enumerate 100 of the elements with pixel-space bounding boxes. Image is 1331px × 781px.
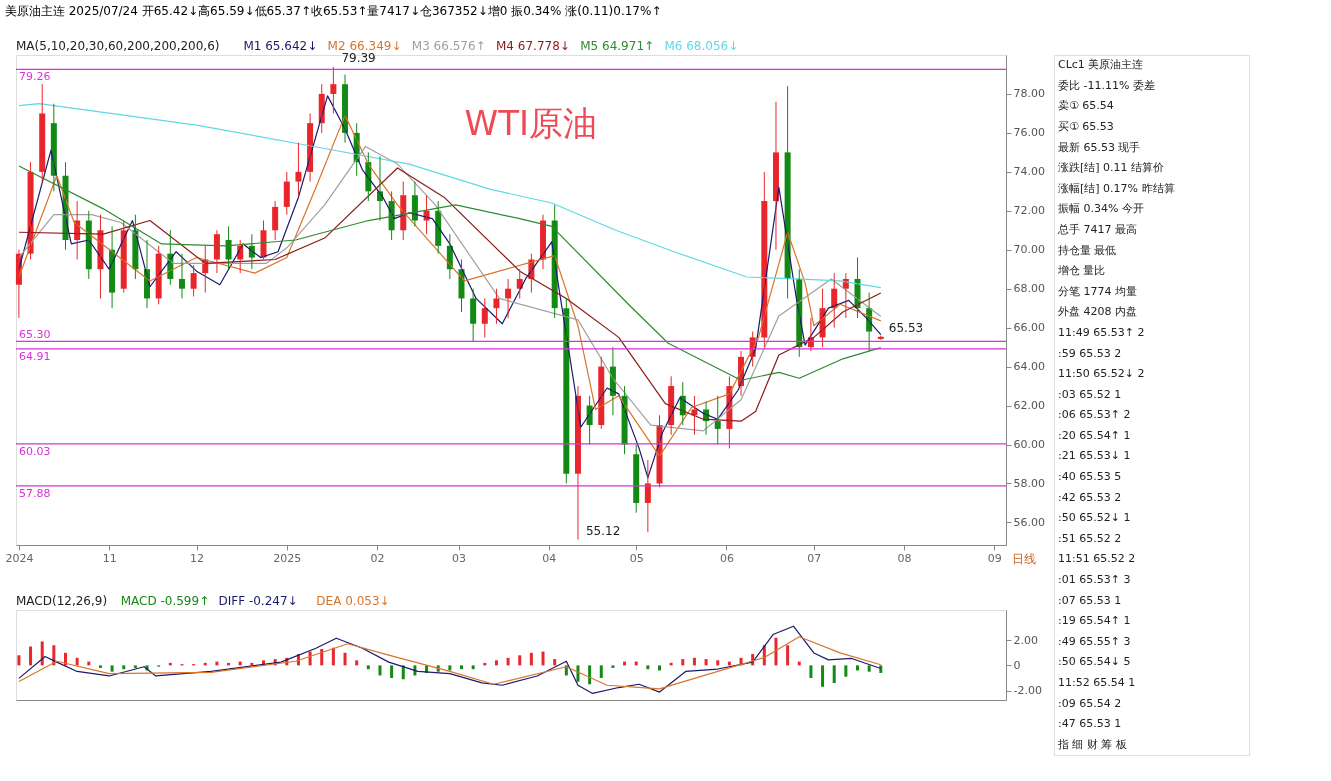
- bar: [366, 665, 370, 670]
- text: M2 66.349↓: [327, 39, 402, 53]
- ref-line-label: 79.26: [19, 70, 51, 84]
- bar: [844, 665, 848, 677]
- text: :20 65.54↑ 1: [1058, 428, 1131, 442]
- text: 持仓量 最低: [1058, 243, 1117, 257]
- bar: [704, 659, 708, 666]
- bar: [355, 660, 359, 666]
- bar: [460, 665, 463, 670]
- x-tick-label: 03: [452, 551, 467, 565]
- x-tick-label: 2025: [273, 551, 302, 565]
- bar: [378, 665, 382, 676]
- text: :51 65.52 2: [1058, 531, 1122, 545]
- text: M6 68.056↓: [664, 39, 739, 53]
- text: 11:49 65.53↑ 2: [1058, 325, 1145, 339]
- bar: [390, 665, 394, 678]
- ref-line-label: 65.30: [19, 328, 51, 342]
- x-tick-label: 2024: [5, 551, 34, 565]
- text: :49 65.55↑ 3: [1058, 634, 1131, 648]
- bar: [133, 665, 137, 668]
- text: :19 65.54↑ 1: [1058, 614, 1131, 628]
- text: :47 65.53 1: [1058, 717, 1122, 731]
- y-tick-label: 2.00: [1013, 633, 1038, 647]
- bar: [856, 665, 859, 671]
- x-tick-label: 02: [370, 551, 385, 565]
- bar: [518, 655, 522, 666]
- text: :59 65.53 2: [1058, 346, 1122, 360]
- bar: [821, 665, 825, 687]
- ref-line-label: 57.88: [19, 486, 51, 500]
- bar: [448, 665, 452, 671]
- y-tick-label: 60.00: [1013, 438, 1045, 452]
- line-series: [18, 625, 882, 695]
- bar: [809, 665, 813, 678]
- text: :50 65.54↓ 5: [1058, 655, 1131, 669]
- text: 买① 65.53: [1058, 120, 1114, 134]
- bar: [506, 657, 510, 666]
- text: M5 64.971↑: [580, 39, 655, 53]
- text: 最新 65.53 现手: [1058, 140, 1141, 154]
- x-tick-label: 11: [102, 551, 117, 565]
- annotation: 79.39: [341, 50, 376, 65]
- bar: [29, 646, 33, 666]
- legend-title: MACD(12,26,9): [16, 594, 108, 608]
- bar: [98, 665, 102, 668]
- text: :03 65.52 1: [1058, 387, 1122, 401]
- y-tick-label: 76.00: [1013, 126, 1045, 140]
- text: M3 66.576↑: [411, 39, 486, 53]
- text: 振幅 0.34% 今开: [1058, 202, 1144, 216]
- y-tick-label: 56.00: [1013, 515, 1045, 529]
- annotation: WTI原油: [464, 103, 598, 143]
- line-series: [18, 636, 882, 690]
- text: :06 65.53↑ 2: [1058, 408, 1131, 422]
- text: 增仓 量比: [1057, 264, 1106, 278]
- bar: [471, 665, 475, 670]
- y-tick-label: 66.00: [1013, 321, 1045, 335]
- text: 外盘 4208 内盘: [1058, 305, 1137, 319]
- bar: [553, 659, 557, 666]
- text: :07 65.53 1: [1058, 593, 1122, 607]
- y-tick-label: 0: [1013, 658, 1021, 672]
- bar: [681, 659, 685, 666]
- ref-line-label: 60.03: [19, 444, 51, 458]
- bar: [774, 637, 778, 666]
- text: 涨跌[结] 0.11 结算价: [1058, 161, 1165, 175]
- text: MACD -0.599↑: [120, 594, 210, 608]
- y-tick-label: 74.00: [1013, 165, 1045, 179]
- text: CLc1 美原油主连: [1058, 58, 1144, 72]
- x-tick-label: 06: [719, 551, 734, 565]
- text: 委比 -11.11% 委差: [1058, 78, 1155, 92]
- bar: [588, 665, 592, 685]
- text: :42 65.53 2: [1058, 490, 1122, 504]
- bar: [646, 665, 650, 670]
- text: M4 67.778↓: [496, 39, 570, 53]
- bar: [343, 652, 347, 666]
- x-tick-label: 05: [629, 551, 644, 565]
- text: 日线: [1012, 552, 1036, 566]
- text: :40 65.53 5: [1058, 470, 1122, 484]
- bar: [529, 652, 533, 666]
- bar: [786, 645, 790, 666]
- bar: [867, 665, 871, 672]
- x-tick-label: 07: [807, 551, 822, 565]
- line-series: [18, 103, 882, 289]
- text: :21 65.53↓ 1: [1058, 449, 1131, 463]
- text: DEA 0.053↓: [316, 594, 390, 608]
- text: 涨幅[结] 0.17% 昨结算: [1058, 181, 1175, 195]
- bar: [122, 665, 126, 670]
- annotation: 65.53: [888, 320, 924, 335]
- bar: [658, 665, 661, 671]
- annotation: 55.12: [585, 523, 621, 538]
- bar: [541, 651, 545, 666]
- x-tick-label: 12: [190, 551, 205, 565]
- bar: [599, 665, 603, 678]
- bar: [75, 657, 79, 666]
- y-tick-label: 78.00: [1013, 87, 1045, 101]
- bar: [611, 665, 615, 668]
- bar: [692, 657, 696, 666]
- text: DIFF -0.247↓: [218, 594, 298, 608]
- text: 总手 7417 最高: [1057, 223, 1137, 236]
- text: :01 65.53↑ 3: [1058, 573, 1131, 586]
- bar: [576, 665, 580, 682]
- y-tick-label: 68.00: [1013, 282, 1045, 296]
- bar: [494, 660, 498, 666]
